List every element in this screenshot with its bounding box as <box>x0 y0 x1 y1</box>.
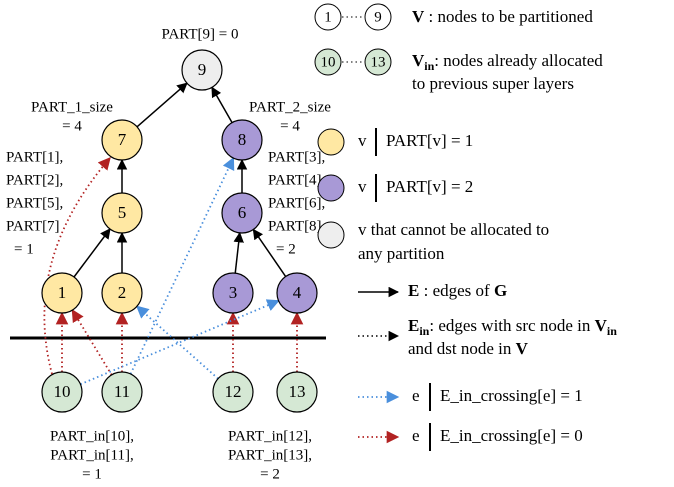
annotation: PART[6], <box>268 195 325 211</box>
legend-var: e <box>412 426 420 445</box>
annotation: PART[1], <box>6 149 63 165</box>
legend-swatch <box>317 221 345 249</box>
node <box>212 371 254 413</box>
edge <box>129 156 235 375</box>
legend-text: V : nodes to be partitioned <box>412 7 593 26</box>
node-label: 10 <box>54 382 71 401</box>
annotation: = 2 <box>260 466 280 482</box>
node <box>276 371 318 413</box>
node <box>221 119 263 161</box>
edge <box>73 228 111 278</box>
annotation: = 4 <box>280 118 300 134</box>
node-label: 1 <box>58 283 67 302</box>
node <box>212 272 254 314</box>
node <box>101 272 143 314</box>
legend: 1 9 V : nodes to be partitioned 10 13 Vi… <box>314 3 617 451</box>
edge <box>80 299 280 386</box>
nodes: 97 85 61 2 3 410 11 12 13 <box>41 49 318 413</box>
legend-var: e <box>412 386 420 405</box>
legend-var: v <box>358 177 367 196</box>
legend-node <box>314 3 342 31</box>
annotation: PART[4], <box>268 172 325 188</box>
node-label: 8 <box>238 130 247 149</box>
legend-text: Vin: nodes already allocated <box>412 51 603 73</box>
node <box>101 371 143 413</box>
legend-swatch <box>317 128 345 156</box>
edge <box>233 231 244 274</box>
edge <box>135 305 219 380</box>
node-label: 7 <box>118 130 127 149</box>
edges <box>43 82 304 386</box>
legend-text: PART[v] = 1 <box>386 131 473 150</box>
edge <box>71 309 113 376</box>
legend-text: Ein: edges with src node in Vin <box>408 316 617 338</box>
legend-node-label: 1 <box>324 9 332 25</box>
legend-text: v that cannot be allocated to <box>358 220 549 239</box>
node-label: 6 <box>238 203 247 222</box>
node-label: 11 <box>114 382 130 401</box>
node <box>181 49 223 91</box>
edge <box>136 82 188 128</box>
legend-node-label: 9 <box>374 9 382 25</box>
node-label: 3 <box>229 283 238 302</box>
node-label: 13 <box>289 382 306 401</box>
legend-text: E : edges of G <box>408 281 507 300</box>
annotation: PART_2_size <box>249 99 331 115</box>
annotation: PART[5], <box>6 195 63 211</box>
annotation: PART[3], <box>268 149 325 165</box>
annotation: PART_1_size <box>31 99 113 115</box>
legend-node <box>364 48 392 76</box>
legend-text: and dst node in V <box>408 339 529 358</box>
node <box>101 119 143 161</box>
annotation: = 1 <box>14 241 34 257</box>
annotation: PART_in[12], <box>228 428 312 444</box>
annotation: = 2 <box>276 241 296 257</box>
annotation: PART[9] = 0 <box>161 26 238 42</box>
node-label: 4 <box>293 283 302 302</box>
annotations: PART[9] = 0 PART_1_size = 4 PART_2_size = 4 P… <box>6 26 331 482</box>
node-label: 2 <box>118 283 127 302</box>
node <box>221 192 263 234</box>
legend-node <box>314 48 342 76</box>
legend-node-label: 13 <box>371 54 386 70</box>
annotation: PART[8] <box>268 218 322 234</box>
node <box>41 272 83 314</box>
annotation: = 1 <box>82 466 102 482</box>
node <box>276 272 318 314</box>
edge <box>252 228 287 277</box>
annotation: PART_in[11], <box>50 447 133 463</box>
edge <box>43 157 111 375</box>
annotation: PART[2], <box>6 172 63 188</box>
legend-text: E_in_crossing[e] = 1 <box>440 386 583 405</box>
legend-swatch <box>317 174 345 202</box>
annotation: PART_in[10], <box>50 428 134 444</box>
annotation: PART[7] <box>6 218 60 234</box>
legend-text: to previous super layers <box>412 74 574 93</box>
annotation: PART_in[13], <box>228 447 312 463</box>
legend-node <box>364 3 392 31</box>
legend-node-label: 10 <box>321 54 336 70</box>
legend-text: PART[v] = 2 <box>386 177 473 196</box>
node-label: 12 <box>225 382 242 401</box>
edge <box>211 86 233 124</box>
node-label: 9 <box>198 60 207 79</box>
node-label: 5 <box>118 203 127 222</box>
node <box>41 371 83 413</box>
annotation: = 4 <box>62 118 82 134</box>
node <box>101 192 143 234</box>
legend-text: E_in_crossing[e] = 0 <box>440 426 583 445</box>
legend-var: v <box>358 131 367 150</box>
legend-text: any partition <box>358 244 445 263</box>
